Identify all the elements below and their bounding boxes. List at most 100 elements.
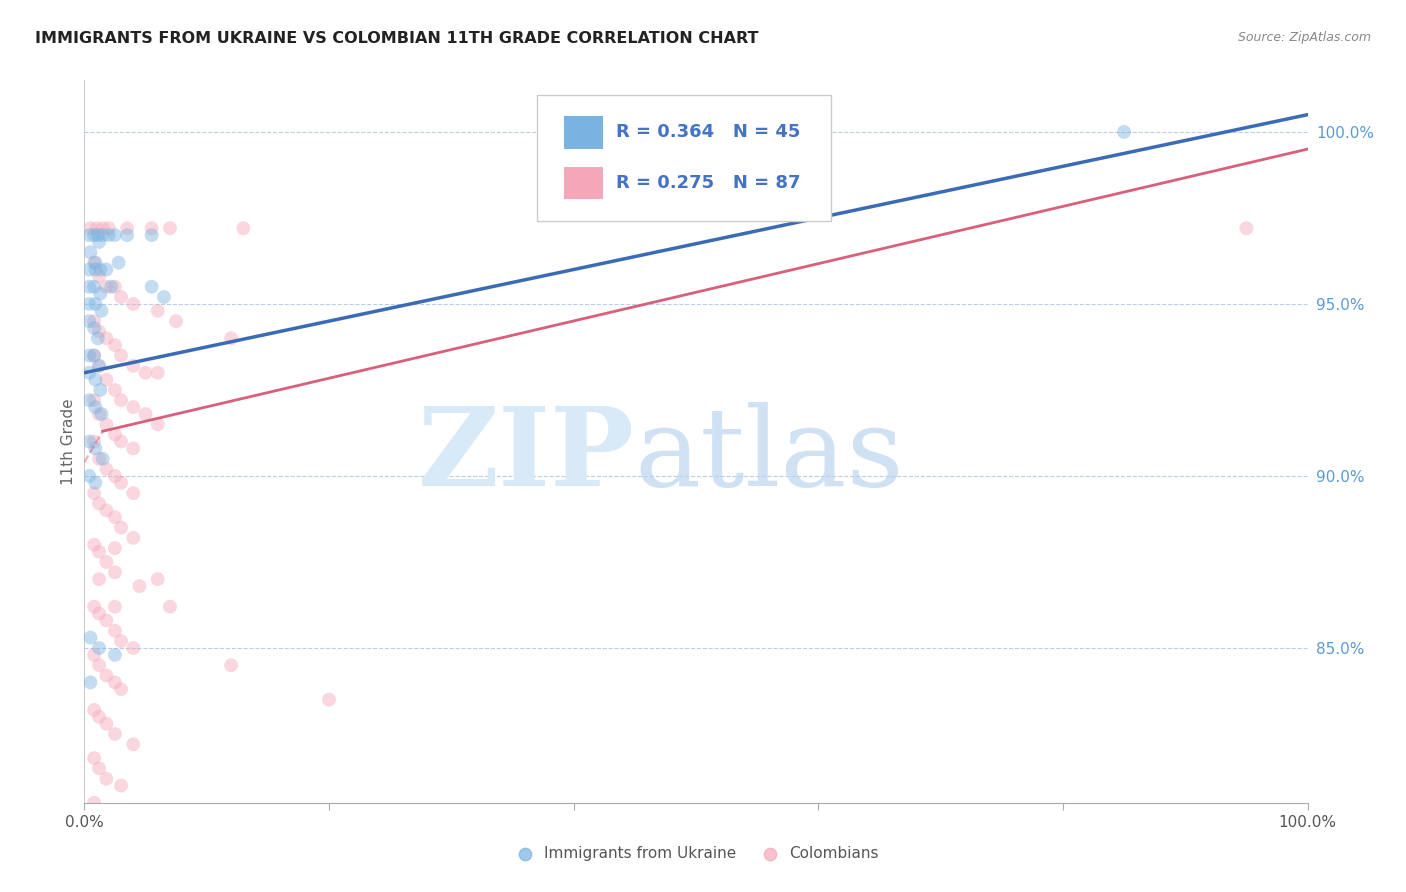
Point (77, 228, 100, 243)
Point (96, 555, 118, 569)
Point (89, 262, 111, 277)
Text: R = 0.364   N = 45: R = 0.364 N = 45 (616, 123, 801, 141)
Point (79, 245, 101, 260)
Point (96, 772, 118, 786)
Point (135, 366, 157, 380)
Point (83, 255, 105, 269)
Point (96, 373, 118, 387)
Point (83, 434, 105, 449)
Point (87, 572, 110, 586)
Point (219, 658, 242, 673)
Point (87, 235, 110, 249)
Point (104, 469, 127, 483)
FancyBboxPatch shape (564, 116, 603, 149)
Point (122, 531, 145, 545)
Text: IMMIGRANTS FROM UKRAINE VS COLOMBIAN 11TH GRADE CORRELATION CHART: IMMIGRANTS FROM UKRAINE VS COLOMBIAN 11T… (35, 31, 759, 46)
Point (87, 269, 110, 284)
Point (122, 400, 145, 414)
Point (87, 710, 110, 724)
Point (87, 228, 110, 243)
Point (84, 475, 107, 490)
Point (79, 675, 101, 690)
Point (77, 393, 100, 408)
Point (219, 331, 242, 345)
Point (122, 737, 145, 751)
Point (77, 469, 100, 483)
FancyBboxPatch shape (564, 167, 603, 200)
Point (110, 520, 132, 534)
Point (96, 462, 118, 476)
Point (83, 393, 105, 408)
Point (104, 541, 127, 556)
Point (83, 228, 105, 243)
Point (87, 607, 110, 621)
Point (87, 325, 110, 339)
Point (104, 648, 127, 662)
Point (83, 349, 105, 363)
Point (100, 279, 122, 293)
Point (77, 297, 100, 311)
Point (84, 442, 107, 456)
Point (96, 503, 118, 517)
Point (83, 796, 105, 810)
Point (104, 727, 127, 741)
Point (83, 486, 105, 500)
Point (79, 631, 101, 645)
Point (104, 675, 127, 690)
Point (146, 572, 169, 586)
Point (104, 279, 127, 293)
Point (91, 451, 114, 466)
Text: R = 0.275   N = 87: R = 0.275 N = 87 (616, 174, 801, 192)
Point (84, 262, 107, 277)
Point (96, 668, 118, 682)
Point (96, 716, 118, 731)
Point (104, 599, 127, 614)
Y-axis label: 11th Grade: 11th Grade (60, 398, 76, 485)
Point (122, 442, 145, 456)
Point (87, 496, 110, 510)
Point (110, 393, 132, 408)
Point (104, 427, 127, 442)
Point (110, 779, 132, 793)
Point (159, 599, 181, 614)
Point (122, 297, 145, 311)
Point (165, 314, 187, 328)
Point (83, 538, 105, 552)
Point (77, 349, 100, 363)
Point (97, 221, 120, 235)
Point (83, 314, 105, 328)
Point (87, 761, 110, 775)
Point (83, 751, 105, 765)
Point (87, 359, 110, 373)
Point (96, 331, 118, 345)
Point (96, 279, 118, 293)
Point (146, 417, 169, 432)
Point (104, 566, 127, 580)
Legend: Immigrants from Ukraine, Colombians: Immigrants from Ukraine, Colombians (508, 840, 884, 867)
Point (83, 321, 105, 335)
Point (97, 228, 120, 243)
Point (89, 286, 111, 301)
Point (83, 648, 105, 662)
Point (115, 228, 138, 243)
Point (104, 510, 127, 524)
Point (84, 255, 107, 269)
Point (141, 228, 163, 243)
Point (110, 682, 132, 697)
Point (84, 373, 107, 387)
Point (1236, 221, 1258, 235)
Point (90, 407, 112, 421)
Point (110, 290, 132, 304)
Point (77, 314, 100, 328)
Point (83, 703, 105, 717)
Point (318, 692, 340, 706)
Point (87, 544, 110, 558)
Point (110, 434, 132, 449)
Point (104, 338, 127, 352)
Point (104, 383, 127, 397)
Point (87, 407, 110, 421)
Point (83, 279, 105, 293)
Point (96, 614, 118, 628)
Point (146, 303, 169, 318)
Point (135, 407, 157, 421)
